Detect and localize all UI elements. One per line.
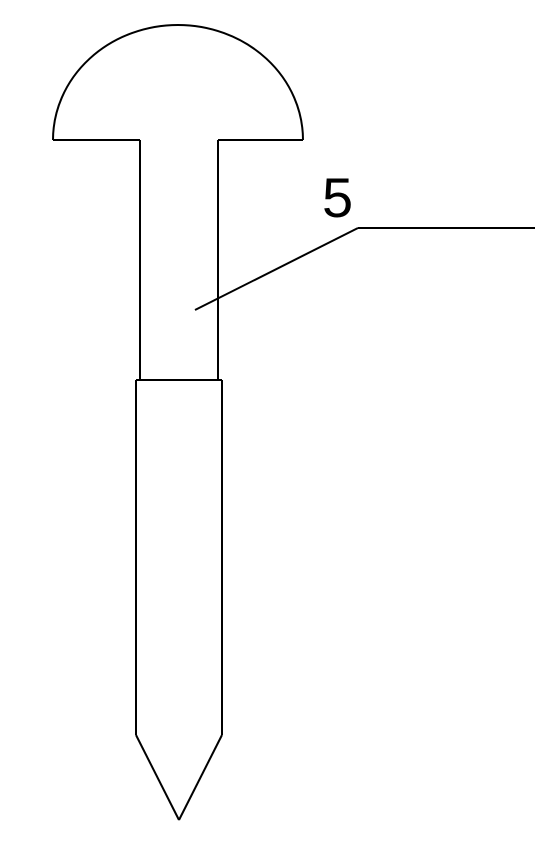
reference-label: 5 xyxy=(322,165,353,230)
tip-left xyxy=(136,735,179,820)
tip-right xyxy=(179,735,222,820)
leader-line-diagonal xyxy=(195,228,358,310)
technical-diagram: 5 xyxy=(0,0,538,844)
diagram-svg xyxy=(0,0,538,844)
head-arc xyxy=(53,25,303,140)
